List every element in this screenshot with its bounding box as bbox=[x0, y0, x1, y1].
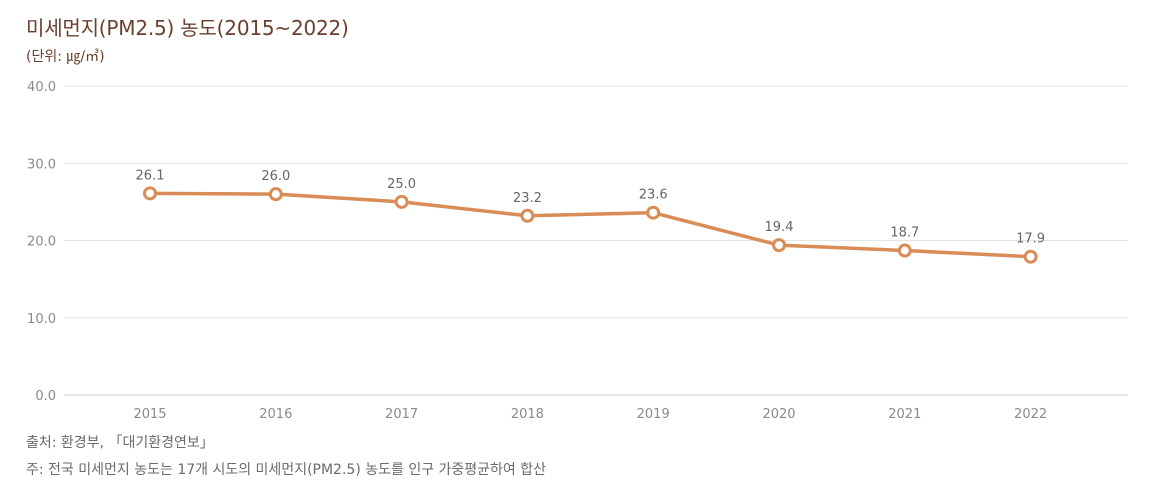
data-label: 19.4 bbox=[765, 220, 794, 235]
data-points bbox=[143, 186, 1038, 264]
series-line bbox=[148, 191, 1033, 259]
footnote-text: 주: 전국 미세먼지 농도는 17개 시도의 미세먼지(PM2.5) 농도를 인… bbox=[26, 462, 547, 478]
data-label: 23.6 bbox=[639, 188, 668, 203]
y-tick-label: 10.0 bbox=[27, 312, 56, 327]
data-point bbox=[1023, 249, 1038, 264]
data-label: 26.1 bbox=[136, 168, 165, 183]
data-label: 26.0 bbox=[261, 169, 290, 184]
data-point bbox=[897, 243, 912, 258]
chart-title: 미세먼지(PM2.5) 농도(2015~2022) bbox=[26, 16, 349, 40]
data-point bbox=[394, 194, 409, 209]
x-tick-label: 2016 bbox=[259, 407, 292, 422]
grid-lines bbox=[64, 85, 1128, 396]
data-point bbox=[143, 186, 157, 201]
x-tick-label: 2020 bbox=[762, 407, 795, 422]
data-label: 23.2 bbox=[513, 191, 542, 206]
source-text: 출처: 환경부, 「대기환경연보」 bbox=[26, 435, 214, 451]
x-tick-label: 2021 bbox=[888, 407, 921, 422]
y-tick-label: 30.0 bbox=[27, 157, 56, 172]
data-label: 25.0 bbox=[387, 177, 416, 192]
data-point bbox=[268, 187, 283, 202]
y-tick-label: 40.0 bbox=[27, 80, 56, 95]
y-tick-label: 0.0 bbox=[35, 389, 56, 404]
x-tick-label: 2022 bbox=[1014, 407, 1047, 422]
data-point bbox=[646, 205, 661, 220]
x-tick-label: 2015 bbox=[133, 407, 166, 422]
y-tick-label: 20.0 bbox=[27, 235, 56, 250]
x-tick-label: 2018 bbox=[511, 407, 544, 422]
unit-label: (단위: ㎍/㎥) bbox=[26, 49, 105, 65]
data-label: 18.7 bbox=[890, 226, 919, 241]
x-axis-ticks: 2015 2016 2017 2018 2019 2020 2021 2022 bbox=[133, 407, 1047, 422]
data-point bbox=[520, 208, 535, 223]
data-label: 17.9 bbox=[1016, 232, 1045, 247]
y-axis-ticks: 0.0 10.0 20.0 30.0 40.0 bbox=[27, 80, 56, 404]
data-point bbox=[772, 238, 786, 253]
x-tick-label: 2019 bbox=[637, 407, 670, 422]
x-tick-label: 2017 bbox=[385, 407, 418, 422]
data-labels: 26.1 26.0 25.0 23.2 23.6 19.4 18.7 17.9 bbox=[136, 168, 1046, 246]
